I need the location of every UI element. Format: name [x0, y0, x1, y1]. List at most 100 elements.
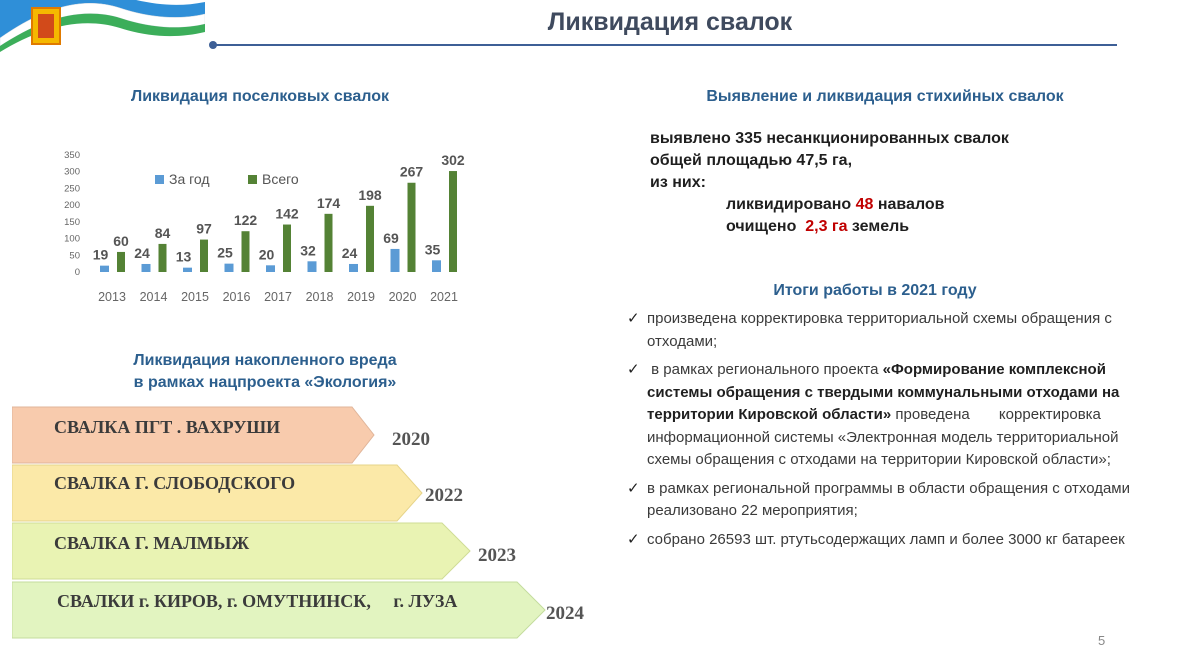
bar-total: [283, 224, 291, 272]
data-label-total: 122: [234, 212, 258, 228]
list-item: ✓ собрано 26593 шт. ртутьсодержащих ламп…: [627, 529, 1147, 552]
timeline-arrows: СВАЛКА ПГТ . ВАХРУШИ 2020 СВАЛКА Г. СЛОБ…: [12, 406, 585, 639]
list-item: ✓ произведена корректировка территориаль…: [627, 308, 1147, 353]
x-tick-label: 2017: [264, 290, 292, 304]
x-tick-label: 2020: [389, 290, 417, 304]
item-text-bold: «Формирование комплексной системы обраще…: [647, 361, 1120, 423]
y-tick-label: 150: [64, 217, 80, 228]
bar-year: [183, 267, 192, 272]
bar-total: [117, 251, 125, 272]
bar-total: [158, 243, 167, 272]
y-tick-label: 100: [64, 234, 80, 245]
legend-label-year: За год: [169, 171, 210, 187]
detect-line1: выявлено 335 несанкционированных свалок: [650, 130, 1009, 147]
chart-heading: Ликвидация поселковых свалок: [130, 88, 389, 105]
clean-num: 2,3 га: [805, 218, 848, 235]
data-label-year: 25: [217, 245, 233, 261]
x-tick-label: 2015: [181, 290, 209, 304]
legend-swatch-year: [155, 175, 164, 184]
item-text: в рамках регионального проекта: [647, 361, 883, 378]
data-label-year: 35: [425, 241, 441, 257]
clean-pre: очищено: [726, 218, 806, 235]
arrow-kirov-omutninsk-luza: СВАЛКИ г. КИРОВ, г. ОМУТНИНСК, г. ЛУЗА 2…: [12, 581, 585, 639]
x-tick-label: 2018: [306, 290, 334, 304]
item-text: произведена корректировка территориально…: [647, 310, 1112, 350]
bar-year: [141, 263, 151, 272]
bar-year: [390, 248, 400, 272]
check-icon: ✓: [627, 361, 640, 378]
x-tick-label: 2013: [98, 290, 126, 304]
arrow-label: СВАЛКА Г. МАЛМЫЖ: [54, 533, 249, 553]
x-tick-label: 2016: [223, 290, 251, 304]
data-label-total: 84: [155, 225, 171, 241]
y-tick-label: 50: [69, 250, 80, 261]
bar-year: [349, 263, 358, 272]
bar-total: [324, 213, 333, 272]
arrow-vakhrushi: СВАЛКА ПГТ . ВАХРУШИ 2020: [12, 406, 430, 464]
y-tick-label: 250: [64, 183, 80, 194]
data-label-year: 24: [342, 245, 358, 261]
bar-total: [200, 239, 208, 272]
title-rule: [212, 44, 1117, 46]
bar-year: [307, 261, 317, 272]
data-label-year: 19: [93, 247, 109, 263]
liq-pre: ликвидировано: [726, 196, 856, 213]
x-tick-label: 2021: [430, 290, 458, 304]
bar-year: [266, 265, 275, 272]
detect-heading: Выявление и ликвидация стихийных свалок: [706, 88, 1064, 105]
y-tick-label: 350: [64, 150, 80, 161]
data-label-year: 20: [259, 246, 275, 262]
itogi-heading: Итоги работы в 2021 году: [773, 282, 977, 299]
bar-total: [366, 205, 374, 272]
itogi-list: ✓ произведена корректировка территориаль…: [627, 308, 1147, 557]
data-label-year: 69: [383, 230, 399, 246]
arrow-label: СВАЛКА Г. СЛОБОДСКОГО: [54, 473, 295, 493]
data-label-total: 198: [358, 187, 382, 203]
accum-heading-line2: в рамках нацпроекта «Экология»: [133, 374, 397, 391]
item-text: в рамках региональной программы в област…: [647, 479, 1130, 520]
detect-line3: из них:: [650, 174, 706, 191]
bar-total: [407, 182, 416, 272]
check-icon: ✓: [627, 530, 640, 548]
page-number: 5: [1098, 633, 1106, 648]
detect-line2: общей площадью 47,5 га,: [650, 152, 853, 169]
data-label-total: 302: [441, 152, 465, 168]
data-label-total: 142: [275, 206, 299, 222]
arrow-year: 2022: [425, 485, 463, 506]
page-title: Ликвидация свалок: [547, 8, 793, 36]
liquidated-line: ликвидировано 48 навалов: [650, 194, 1009, 216]
bar-year: [100, 265, 109, 272]
list-item: ✓ в рамках регионального проекта «Формир…: [627, 359, 1147, 472]
arrow-year: 2023: [478, 545, 516, 566]
bar-year: [224, 263, 234, 272]
legend-label-total: Всего: [262, 171, 299, 187]
list-item: ✓ в рамках региональной программы в обла…: [627, 478, 1147, 523]
cleaned-line: очищено 2,3 га земель: [650, 216, 1009, 238]
data-label-total: 97: [196, 221, 212, 237]
check-icon: ✓: [627, 310, 640, 327]
liq-num: 48: [855, 196, 874, 213]
x-tick-label: 2014: [140, 290, 168, 304]
data-label-total: 60: [113, 233, 129, 249]
clean-post: земель: [847, 218, 910, 235]
data-label-year: 13: [176, 249, 192, 265]
arrow-year: 2020: [392, 429, 430, 450]
y-tick-label: 200: [64, 200, 80, 211]
liq-post: навалов: [873, 196, 945, 213]
arrow-label: СВАЛКИ г. КИРОВ, г. ОМУТНИНСК, г. ЛУЗА: [57, 591, 457, 611]
item-text: проведена корректировка информационной с…: [647, 406, 1123, 468]
data-label-year: 24: [134, 245, 150, 261]
arrow-year: 2024: [546, 603, 585, 624]
item-text: собрано 26593 шт. ртутьсодержащих ламп и…: [647, 530, 1125, 548]
data-label-total: 267: [400, 164, 424, 180]
accum-heading: Ликвидация накопленного вреда в рамках н…: [85, 350, 445, 394]
data-label-year: 32: [300, 242, 316, 258]
detect-block: выявлено 335 несанкционированных свалок …: [650, 128, 1009, 238]
x-tick-label: 2019: [347, 290, 375, 304]
data-label-total: 174: [317, 195, 341, 211]
y-tick-label: 0: [75, 267, 80, 278]
accum-heading-line1: Ликвидация накопленного вреда: [133, 352, 397, 369]
legend-swatch-total: [248, 175, 257, 184]
bar-total: [241, 231, 250, 272]
